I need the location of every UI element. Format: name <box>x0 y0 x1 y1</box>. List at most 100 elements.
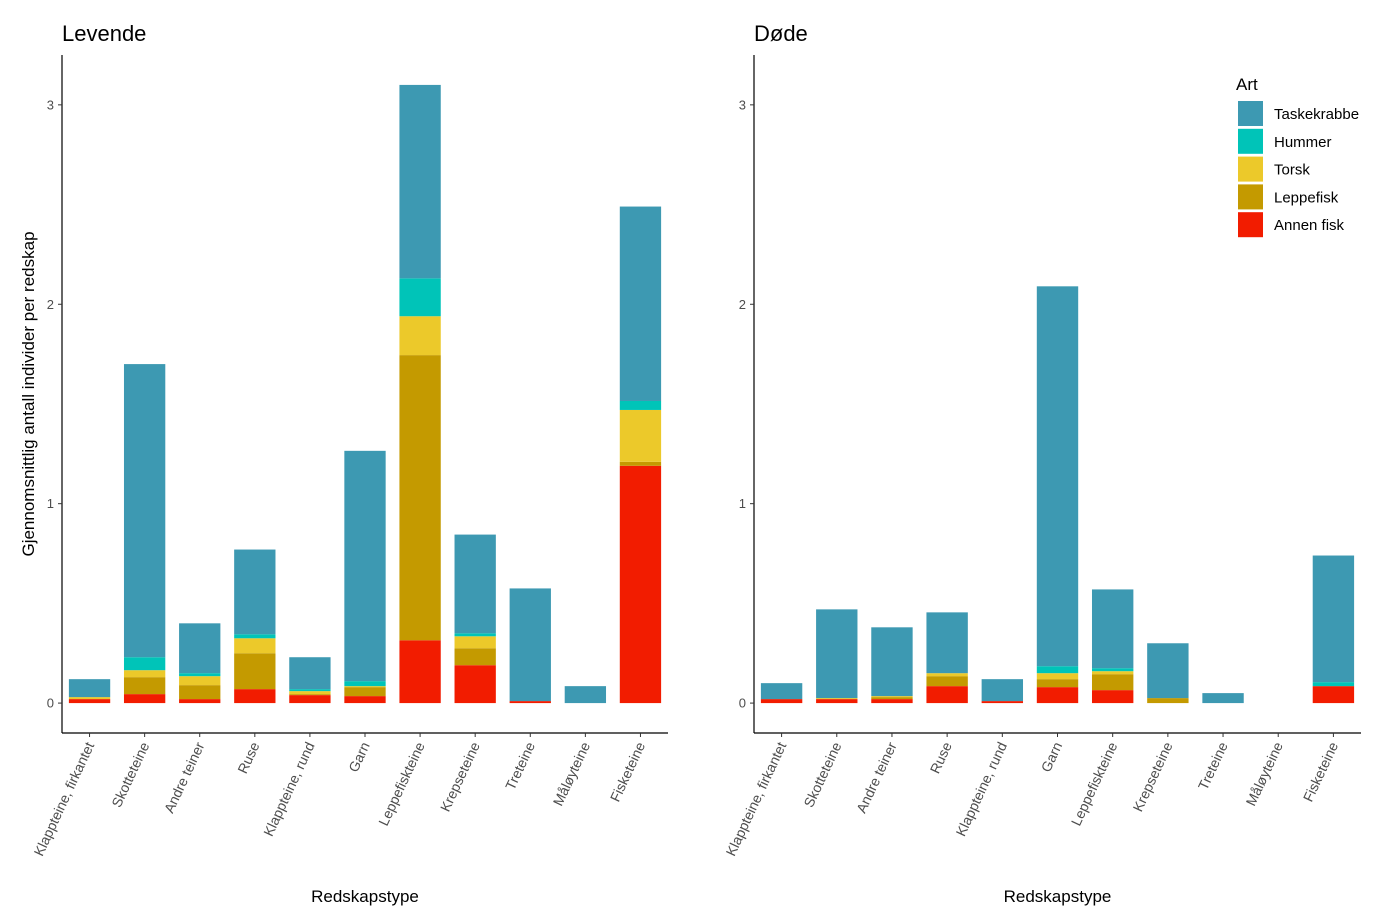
bar-segment-torsk <box>1091 671 1134 675</box>
legend-swatch <box>1238 128 1263 154</box>
bar-segment-annen-fisk <box>123 694 166 704</box>
bar-segment-leppefisk <box>234 653 276 690</box>
y-tick-label: 0 <box>47 696 54 711</box>
bar-segment-taskekrabbe <box>234 549 276 635</box>
legend-label: Leppefisk <box>1274 189 1339 206</box>
bar-segment-taskekrabbe <box>399 84 441 279</box>
legend-swatch <box>1238 184 1263 210</box>
legend-label: Annen fisk <box>1274 217 1345 234</box>
bar-segment-taskekrabbe <box>1091 589 1134 669</box>
bar-segment-annen-fisk <box>1091 690 1134 704</box>
bar-segment-taskekrabbe <box>344 450 386 682</box>
bar-segment-hummer <box>234 634 276 639</box>
bar-segment-torsk <box>619 409 662 462</box>
bar-segment-annen-fisk <box>289 695 331 704</box>
x-tick-label: Ruse <box>927 739 955 776</box>
bar-segment-annen-fisk <box>454 665 496 704</box>
panel-title: Døde <box>754 21 808 46</box>
bar-segment-torsk <box>123 670 166 678</box>
x-tick-label: Garn <box>345 740 373 775</box>
bar-segment-taskekrabbe <box>454 534 496 634</box>
bar-segment-hummer <box>454 633 496 637</box>
bar-segment-leppefisk <box>179 685 221 700</box>
x-tick-label: Klappteine, rund <box>952 740 1010 839</box>
panel-title: Levende <box>62 21 146 46</box>
bar-segment-torsk <box>816 698 858 700</box>
bar-segment-leppefisk <box>123 677 166 695</box>
x-axis-label: Redskapstype <box>311 887 419 906</box>
legend-swatch <box>1238 156 1263 182</box>
bar-segment-leppefisk <box>399 355 441 641</box>
y-tick-label: 3 <box>47 97 54 112</box>
bar-segment-annen-fisk <box>871 699 913 704</box>
bar-segment-taskekrabbe <box>564 686 607 704</box>
bar-segment-torsk <box>871 696 913 698</box>
y-tick-label: 1 <box>739 496 746 511</box>
bar-segment-annen-fisk <box>509 701 551 704</box>
bar-segment-taskekrabbe <box>926 612 968 674</box>
bar-segment-annen-fisk <box>619 465 662 704</box>
x-tick-label: Skotteteine <box>108 739 152 809</box>
bar-segment-taskekrabbe <box>123 364 166 658</box>
bar-segment-leppefisk <box>619 461 662 466</box>
bar-segment-taskekrabbe <box>68 679 111 698</box>
bar-segment-taskekrabbe <box>981 679 1024 702</box>
bar-segment-annen-fisk <box>179 699 221 704</box>
bar-segment-leppefisk <box>344 687 386 697</box>
bar-segment-leppefisk <box>871 697 913 700</box>
bar-segment-torsk <box>234 638 276 654</box>
bar-segment-leppefisk <box>1147 698 1189 704</box>
bar-segment-annen-fisk <box>68 699 111 704</box>
x-tick-label: Treteine <box>1195 739 1231 792</box>
bar-segment-taskekrabbe <box>816 609 858 699</box>
bar-segment-leppefisk <box>1091 674 1134 691</box>
x-tick-label: Treteine <box>502 739 538 792</box>
bar-segment-torsk <box>68 697 111 700</box>
bar-segment-leppefisk <box>1036 679 1079 688</box>
x-tick-label: Garn <box>1038 740 1066 775</box>
bar-segment-torsk <box>399 316 441 356</box>
x-tick-label: Måløyteine <box>1243 739 1287 808</box>
bar-segment-taskekrabbe <box>289 657 331 690</box>
bar-segment-hummer <box>1091 668 1134 672</box>
bar-segment-torsk <box>344 686 386 688</box>
bar-segment-torsk <box>1036 673 1079 680</box>
y-tick-label: 2 <box>47 297 54 312</box>
x-tick-label: Andre teiner <box>161 739 208 815</box>
bar-segment-leppefisk <box>454 648 496 666</box>
bar-segment-hummer <box>619 400 662 410</box>
bar-segment-annen-fisk <box>926 686 968 704</box>
legend-swatch <box>1238 101 1263 126</box>
y-axis-label: Gjennomsnittlig antall individer per red… <box>19 231 38 556</box>
bar-segment-taskekrabbe <box>1147 643 1189 699</box>
x-tick-label: Krepseteine <box>437 739 483 814</box>
x-tick-label: Andre teiner <box>853 739 900 815</box>
legend-label: Taskekrabbe <box>1274 106 1359 123</box>
x-tick-label: Klappteine, rund <box>260 740 318 839</box>
panel-dode: Døde 0 1 2 3 Klappteine, firkantet Skotteteine… <box>723 21 1361 906</box>
y-tick-label: 2 <box>739 297 746 312</box>
bar-segment-taskekrabbe <box>509 588 551 702</box>
y-tick-label: 3 <box>739 97 746 112</box>
x-axis-label: Redskapstype <box>1004 887 1112 906</box>
x-tick-label: Krepseteine <box>1130 739 1176 814</box>
bar-segment-hummer <box>1036 666 1079 674</box>
legend-swatch <box>1238 212 1263 238</box>
x-tick-label: Måløyteine <box>550 739 594 808</box>
bar-segment-hummer <box>344 681 386 687</box>
bar-segment-torsk <box>289 691 331 695</box>
bar-segment-torsk <box>454 636 496 649</box>
bar-segment-taskekrabbe <box>619 206 662 401</box>
bar-segment-hummer <box>399 278 441 317</box>
bar-segment-annen-fisk <box>399 640 441 704</box>
bar-segment-taskekrabbe <box>1312 555 1355 683</box>
x-tick-label: Fisketeine <box>1300 739 1342 804</box>
bar-segment-taskekrabbe <box>1202 693 1244 704</box>
legend: Art Taskekrabbe Hummer Torsk Leppefisk Annen… <box>1236 75 1359 238</box>
bar-segment-hummer <box>1312 682 1355 687</box>
bar-segment-taskekrabbe <box>1036 286 1079 667</box>
x-tick-label: Leppefiskteine <box>1068 739 1121 828</box>
y-tick-label: 0 <box>739 696 746 711</box>
bar-segment-leppefisk <box>289 694 331 696</box>
